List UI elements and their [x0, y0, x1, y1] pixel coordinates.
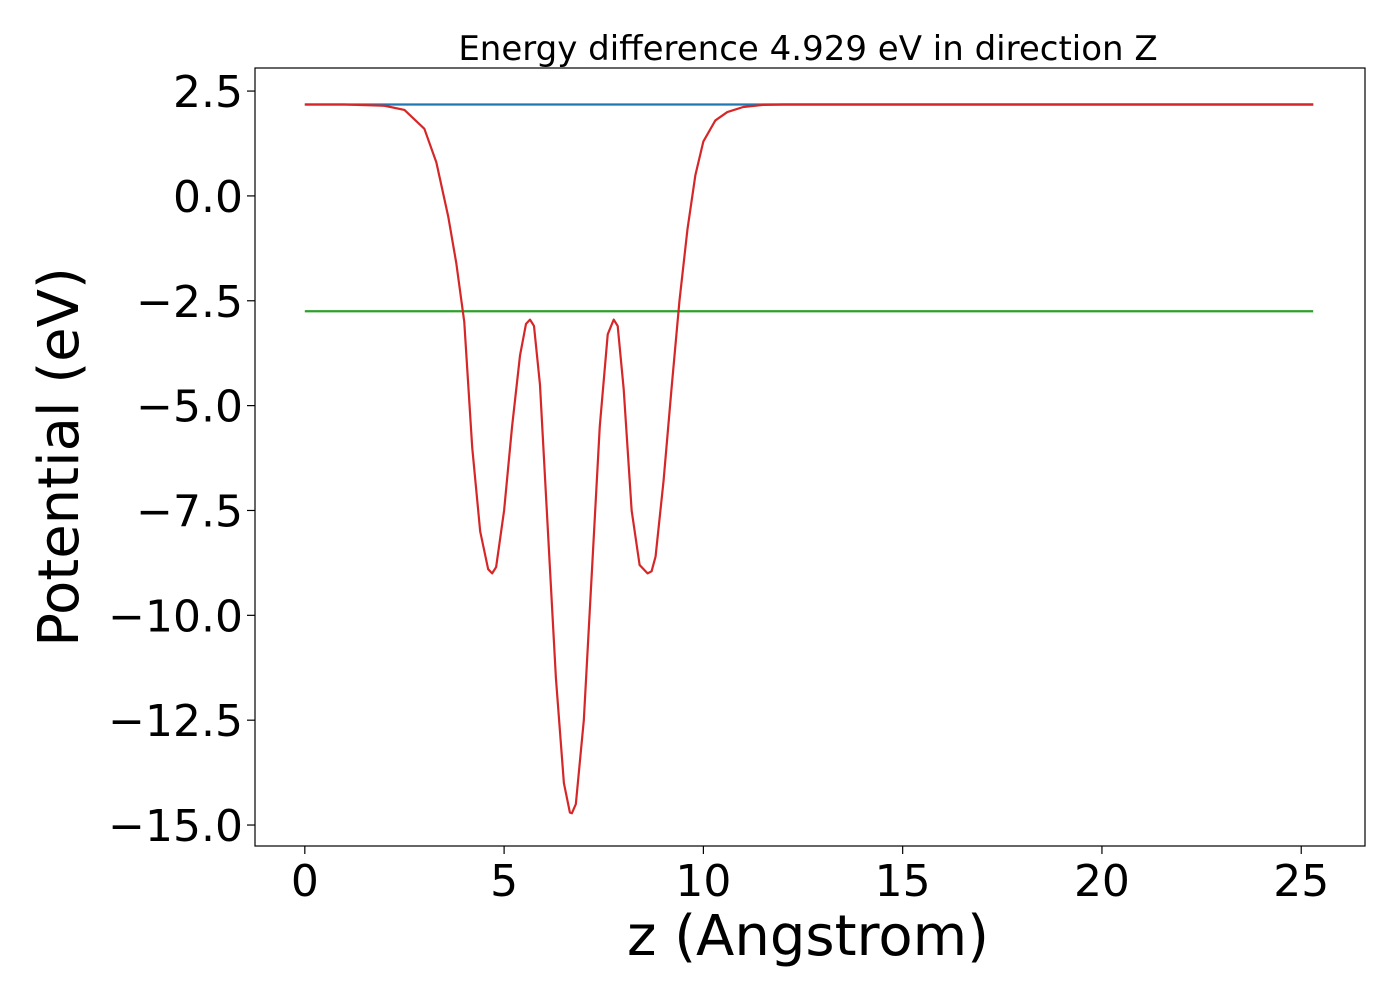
y-axis-label: Potential (eV): [27, 267, 92, 647]
plot-area: [304, 103, 1314, 815]
y-tick-label: 2.5: [173, 67, 243, 118]
chart-title: Energy difference 4.929 eV in direction …: [458, 29, 1157, 69]
y-axis: 2.5 0.0 −2.5 −5.0 −7.5 −10.0 −12.5 −15.0: [108, 67, 255, 852]
x-tick-label: 5: [490, 856, 518, 907]
y-tick-label: −2.5: [136, 277, 243, 328]
x-tick-label: 0: [291, 856, 319, 907]
x-axis-label: z (Angstrom): [627, 904, 989, 969]
x-axis: 0 5 10 15 20 25: [291, 846, 1329, 907]
x-tick-label: 10: [675, 856, 731, 907]
y-tick-label: −5.0: [136, 382, 243, 433]
x-tick-label: 25: [1273, 856, 1329, 907]
y-tick-label: 0.0: [173, 172, 243, 223]
y-tick-label: −15.0: [108, 801, 243, 852]
x-tick-label: 15: [875, 856, 931, 907]
y-tick-label: −10.0: [108, 591, 243, 642]
x-tick-label: 20: [1074, 856, 1130, 907]
series-line-3: [304, 103, 1314, 815]
y-tick-label: −7.5: [136, 486, 243, 537]
plot-frame: [254, 67, 1366, 847]
y-tick-label: −12.5: [108, 696, 243, 747]
